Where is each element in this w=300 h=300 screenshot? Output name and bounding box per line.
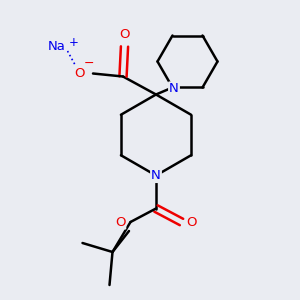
Text: N: N <box>169 82 179 95</box>
Text: O: O <box>74 67 85 80</box>
Text: N: N <box>151 169 161 182</box>
Text: O: O <box>119 28 130 41</box>
Text: O: O <box>187 215 197 229</box>
Text: Na: Na <box>48 40 66 53</box>
Text: −: − <box>83 56 94 70</box>
Text: O: O <box>115 215 125 229</box>
Text: +: + <box>69 35 78 49</box>
